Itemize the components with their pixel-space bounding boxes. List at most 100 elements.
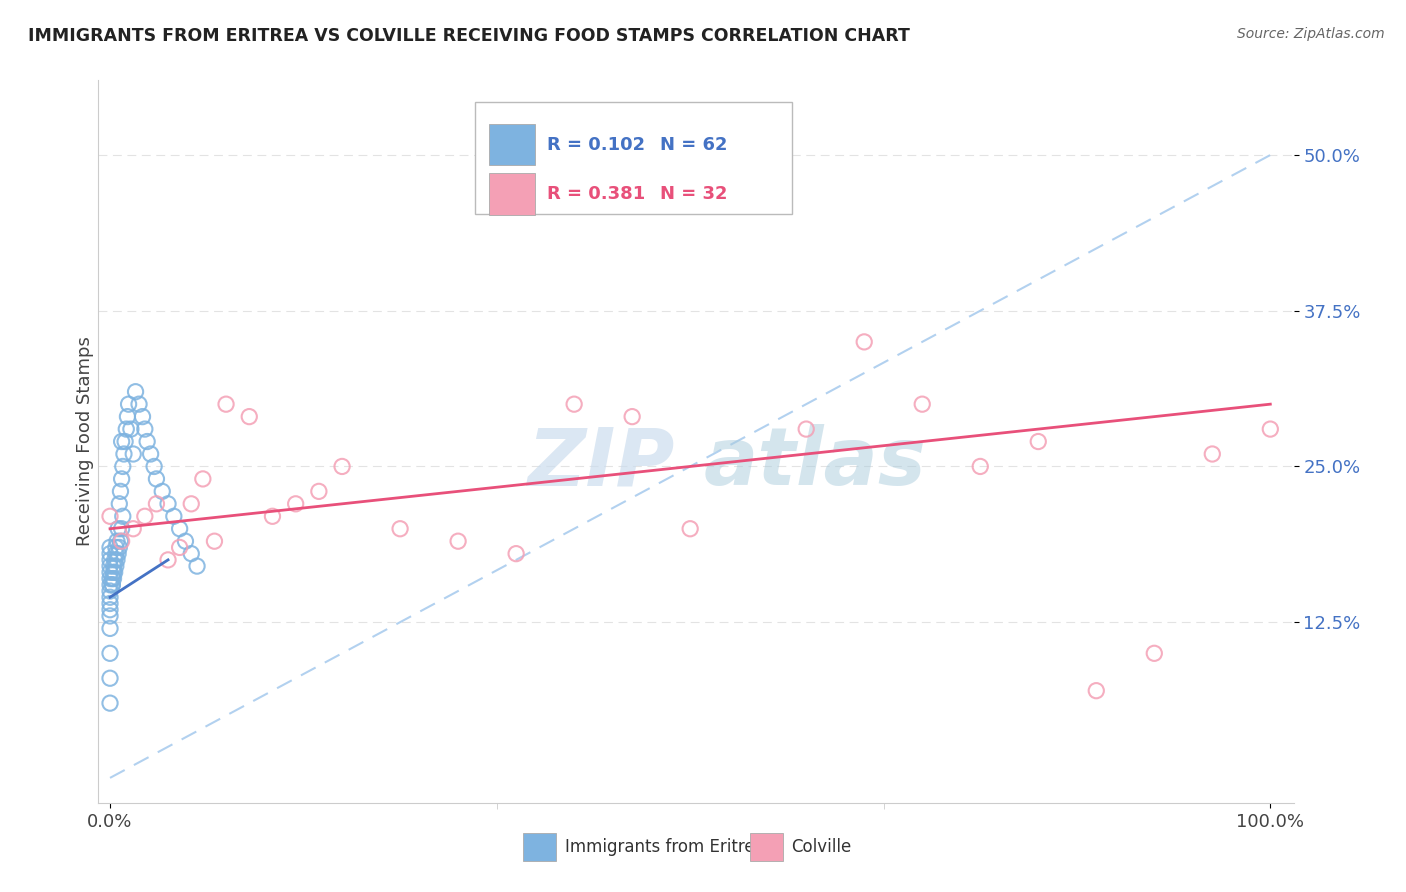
Point (853, 334, 876, 349)
Point (128, 397, 150, 411)
Point (98, 547, 121, 561)
Text: ZIP: ZIP (527, 425, 673, 502)
Point (103, 566, 125, 580)
Point (180, 547, 202, 561)
Point (98, 584, 121, 599)
Point (108, 497, 131, 511)
Point (98, 541, 121, 555)
Point (98, 572, 121, 586)
Point (124, 384, 146, 399)
Text: Immigrants from Eritrea: Immigrants from Eritrea (565, 838, 765, 855)
Point (108, 541, 131, 555)
Point (98, 566, 121, 580)
Point (204, 534, 226, 549)
Text: N = 32: N = 32 (661, 185, 728, 202)
Point (111, 509, 134, 524)
Point (111, 522, 134, 536)
Y-axis label: Receiving Food Stamps: Receiving Food Stamps (76, 336, 94, 547)
Point (143, 459, 166, 474)
Point (562, 397, 585, 411)
Point (145, 497, 167, 511)
Point (1026, 434, 1049, 449)
Point (911, 397, 934, 411)
FancyBboxPatch shape (475, 102, 792, 214)
Point (117, 409, 139, 424)
Point (169, 541, 191, 555)
Point (98, 646, 121, 660)
Point (117, 397, 139, 411)
Point (101, 578, 124, 592)
Point (110, 534, 132, 549)
Point (284, 497, 307, 511)
Point (111, 459, 134, 474)
Point (104, 566, 127, 580)
Point (1258, 422, 1281, 436)
Point (136, 434, 159, 449)
Text: IMMIGRANTS FROM ERITREA VS COLVILLE RECEIVING FOOD STAMPS CORRELATION CHART: IMMIGRANTS FROM ERITREA VS COLVILLE RECE… (28, 27, 910, 45)
Point (98, 621, 121, 635)
Point (98, 578, 121, 592)
Point (103, 572, 125, 586)
Point (139, 447, 162, 461)
Point (1085, 683, 1108, 698)
Point (238, 409, 260, 424)
Point (122, 447, 145, 461)
Point (134, 509, 156, 524)
Point (105, 553, 128, 567)
Text: R = 0.102: R = 0.102 (547, 136, 645, 153)
Point (174, 534, 197, 549)
Point (98, 609, 121, 624)
Point (145, 472, 167, 486)
Point (191, 472, 214, 486)
FancyBboxPatch shape (489, 173, 534, 215)
Point (115, 422, 138, 436)
Point (98, 603, 121, 617)
Point (186, 559, 208, 574)
Point (98, 509, 121, 524)
Point (98, 696, 121, 710)
Point (112, 447, 135, 461)
Point (98, 597, 121, 611)
Point (308, 484, 330, 499)
Point (98, 553, 121, 567)
Point (104, 559, 127, 574)
Point (134, 422, 156, 436)
Point (180, 497, 202, 511)
Point (98, 559, 121, 574)
Point (107, 522, 129, 536)
Point (447, 534, 470, 549)
Point (163, 509, 186, 524)
FancyBboxPatch shape (523, 833, 557, 861)
Point (131, 409, 153, 424)
Point (111, 534, 134, 549)
Text: Source: ZipAtlas.com: Source: ZipAtlas.com (1237, 27, 1385, 41)
Point (101, 578, 124, 592)
Point (794, 422, 817, 436)
Point (389, 522, 412, 536)
Point (215, 397, 238, 411)
Point (1201, 447, 1223, 461)
Point (969, 459, 991, 474)
Point (1143, 646, 1166, 660)
Point (737, 173, 759, 187)
Point (150, 484, 173, 499)
Text: R = 0.381: R = 0.381 (547, 185, 645, 202)
Point (157, 497, 180, 511)
Point (111, 434, 134, 449)
FancyBboxPatch shape (749, 833, 783, 861)
Point (262, 509, 284, 524)
Point (330, 459, 353, 474)
Point (104, 547, 127, 561)
Point (505, 547, 527, 561)
Point (169, 522, 191, 536)
FancyBboxPatch shape (489, 124, 534, 165)
Point (103, 559, 125, 574)
Point (105, 534, 128, 549)
Point (621, 409, 644, 424)
Point (98, 671, 121, 685)
Point (101, 572, 124, 586)
Point (120, 422, 142, 436)
Text: atlas: atlas (704, 425, 927, 502)
Point (110, 484, 132, 499)
Point (98, 591, 121, 605)
